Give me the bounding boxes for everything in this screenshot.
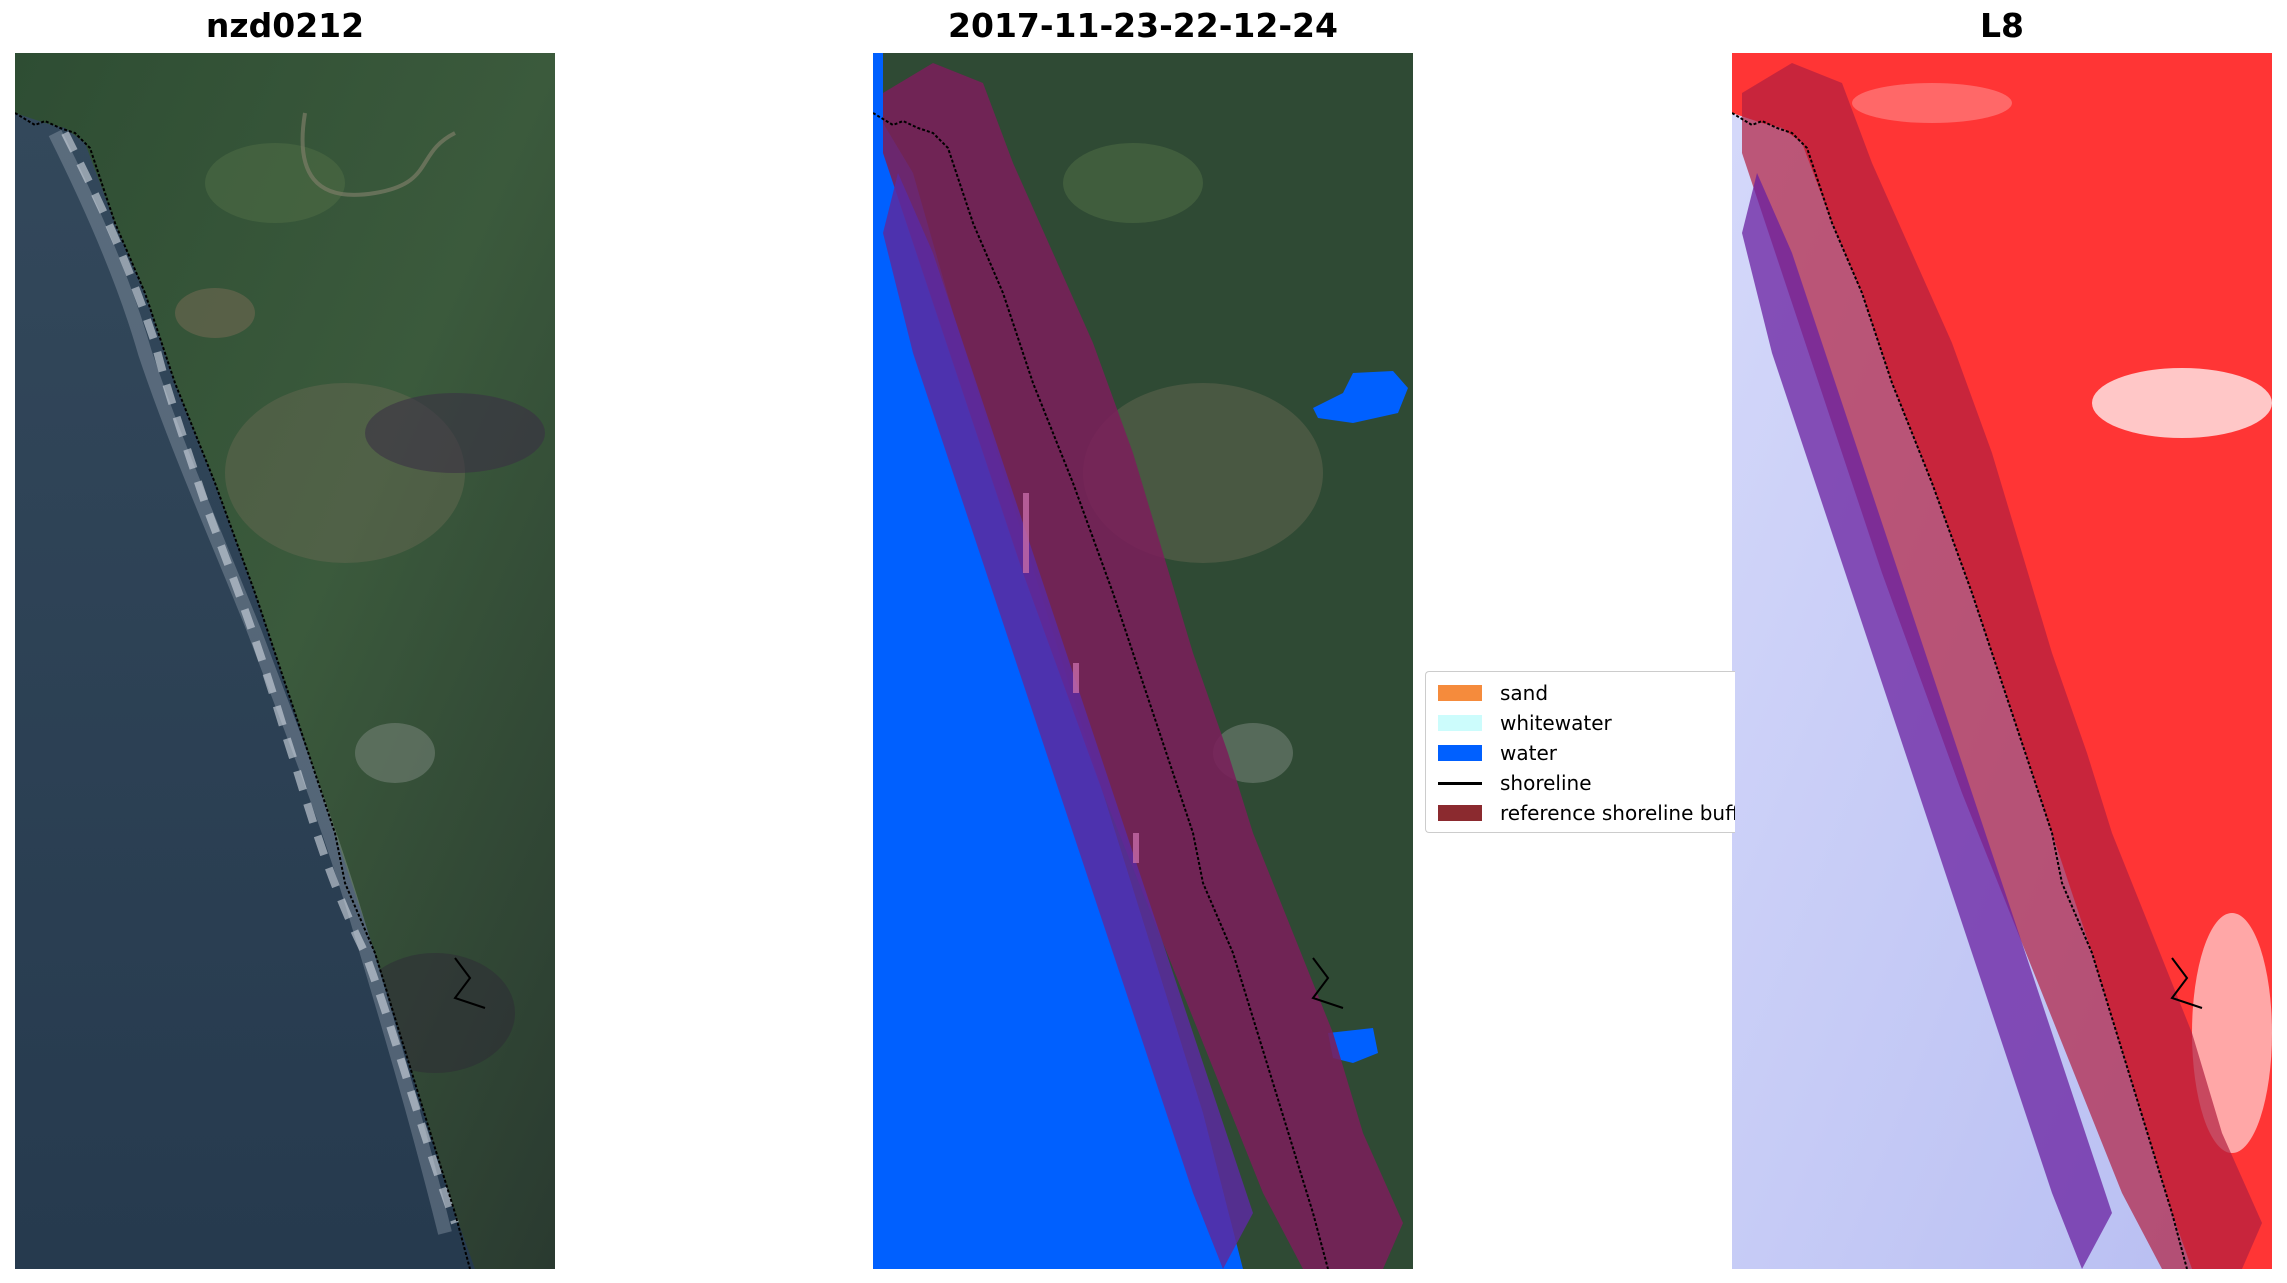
legend-item-shoreline: shoreline [1438,771,1592,795]
legend-swatch-buffer [1438,805,1482,821]
legend: sand whitewater water shoreline referenc… [1425,671,1735,833]
rgb-satellite-image [15,53,555,1269]
legend-line-shoreline [1438,781,1482,785]
legend-item-whitewater: whitewater [1438,711,1612,735]
legend-label-water: water [1500,741,1557,765]
legend-swatch-water [1438,745,1482,761]
legend-item-sand: sand [1438,681,1549,705]
panel-title-rgb: nzd0212 [205,6,365,45]
panel-title-classified: 2017-11-23-22-12-24 [948,6,1338,45]
legend-swatch-sand [1438,685,1482,701]
panel-title-index: L8 [1980,6,2024,45]
legend-item-buffer: reference shoreline buffer [1438,801,1735,825]
legend-swatch-whitewater [1438,715,1482,731]
legend-label-whitewater: whitewater [1500,711,1612,735]
legend-item-water: water [1438,741,1557,765]
classified-image [873,53,1413,1269]
index-image [1732,53,2272,1269]
legend-label-sand: sand [1500,681,1549,705]
legend-label-buffer: reference shoreline buffer [1500,801,1735,825]
legend-label-shoreline: shoreline [1500,771,1592,795]
